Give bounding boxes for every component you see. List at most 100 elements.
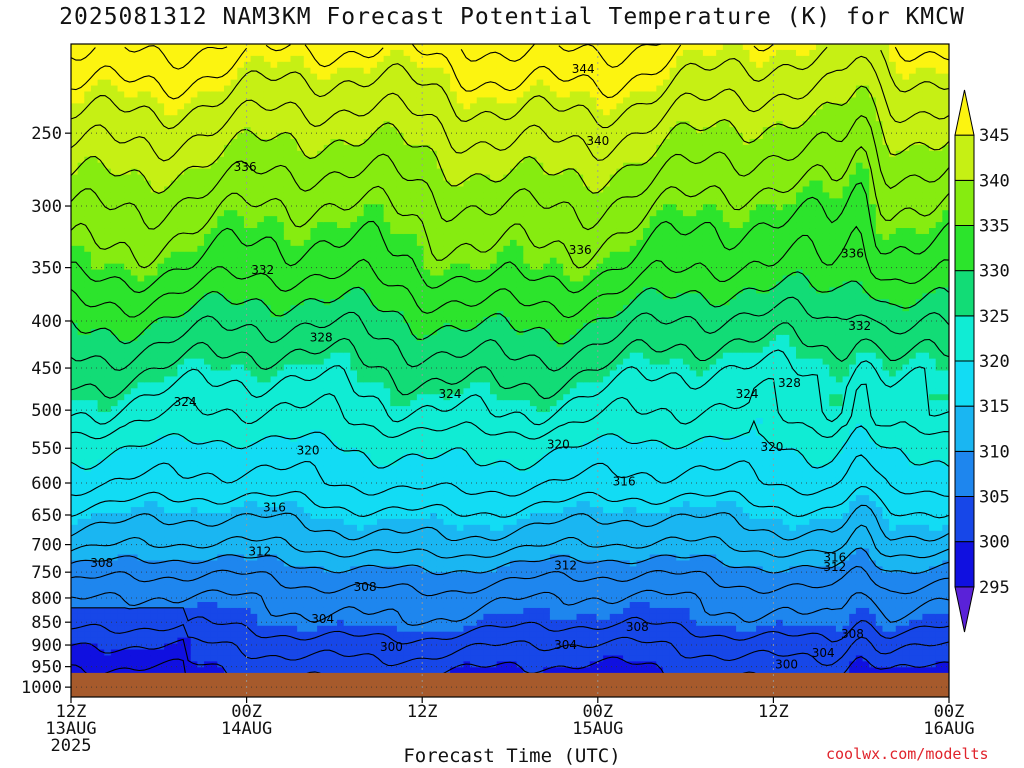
theta-cell: [350, 471, 358, 478]
theta-cell: [90, 649, 99, 657]
theta-cell: [290, 133, 298, 140]
theta-cell: [317, 667, 325, 674]
theta-cell: [210, 97, 218, 104]
theta-cell: [350, 501, 358, 508]
theta-cell: [197, 317, 205, 324]
theta-cell: [263, 293, 272, 300]
theta-cell: [204, 144, 212, 152]
theta-cell: [110, 661, 119, 668]
theta-cell: [370, 287, 378, 294]
theta-cell: [337, 174, 345, 182]
theta-cell: [263, 269, 272, 277]
theta-cell: [124, 507, 132, 514]
theta-cell: [237, 376, 245, 383]
theta-cell: [237, 228, 245, 235]
theta-cell: [217, 328, 225, 336]
theta-cell: [243, 328, 252, 336]
theta-cell: [237, 233, 245, 241]
theta-cell: [237, 323, 245, 330]
theta-cell: [310, 382, 318, 389]
theta-cell: [250, 198, 258, 205]
theta-cell: [263, 548, 272, 556]
theta-cell: [310, 85, 318, 93]
theta-cell: [290, 566, 298, 573]
theta-cell: [337, 346, 345, 354]
theta-cell: [217, 417, 225, 425]
theta-cell: [197, 79, 205, 87]
theta-cell: [357, 358, 365, 366]
theta-cell: [177, 370, 185, 378]
theta-cell: [357, 73, 365, 81]
theta-cell: [137, 524, 145, 532]
theta-cell: [243, 204, 252, 211]
theta-cell: [197, 293, 205, 300]
theta-cell: [237, 85, 245, 93]
theta-cell: [257, 447, 265, 455]
theta-cell: [117, 192, 125, 199]
theta-cell: [164, 596, 172, 603]
theta-cell: [323, 180, 332, 188]
theta-cell: [337, 453, 345, 461]
theta-cell: [270, 251, 278, 259]
theta-cell: [97, 85, 105, 93]
theta-cell: [297, 625, 305, 633]
theta-cell: [303, 156, 312, 164]
theta-cell: [343, 299, 351, 306]
theta-cell: [204, 156, 212, 164]
theta-cell: [263, 222, 272, 229]
theta-cell: [270, 631, 278, 639]
theta-cell: [270, 548, 278, 556]
theta-cell: [124, 133, 132, 140]
theta-cell: [257, 352, 265, 360]
theta-cell: [250, 222, 258, 229]
theta-cell: [210, 340, 218, 348]
theta-cell: [243, 346, 252, 354]
theta-cell: [290, 305, 298, 312]
theta-cell: [323, 281, 332, 288]
theta-cell: [90, 536, 99, 544]
theta-cell: [310, 352, 318, 360]
theta-cell: [177, 578, 185, 585]
theta-cell: [350, 91, 358, 99]
theta-cell: [263, 447, 272, 455]
theta-cell: [263, 376, 272, 383]
theta-cell: [71, 417, 79, 425]
theta-cell: [170, 73, 179, 81]
theta-cell: [177, 417, 185, 425]
theta-cell: [197, 251, 205, 259]
theta-cell: [217, 55, 225, 63]
theta-cell: [363, 340, 371, 348]
theta-cell: [370, 121, 378, 128]
theta-cell: [270, 216, 278, 223]
theta-cell: [343, 121, 351, 128]
theta-cell: [337, 483, 345, 490]
theta-cell: [84, 649, 92, 657]
theta-cell: [230, 55, 238, 63]
theta-cell: [124, 174, 132, 182]
theta-cell: [71, 507, 79, 514]
theta-cell: [357, 483, 365, 490]
theta-cell: [297, 67, 305, 75]
theta-cell: [197, 649, 205, 657]
theta-cell: [330, 596, 338, 603]
theta-cell: [297, 109, 305, 116]
theta-cell: [337, 400, 345, 407]
theta-cell: [110, 406, 119, 413]
theta-cell: [297, 619, 305, 627]
theta-cell: [323, 560, 332, 567]
theta-cell: [277, 67, 285, 75]
theta-cell: [217, 287, 225, 294]
theta-cell: [370, 174, 378, 182]
theta-cell: [137, 560, 145, 567]
theta-cell: [217, 67, 225, 75]
theta-cell: [290, 251, 298, 259]
theta-cell: [124, 489, 132, 496]
theta-cell: [237, 542, 245, 550]
theta-cell: [330, 127, 338, 134]
theta-cell: [144, 596, 152, 603]
theta-cell: [137, 275, 145, 283]
theta-cell: [250, 394, 258, 401]
theta-cell: [117, 590, 125, 597]
theta-cell: [184, 61, 192, 69]
theta-cell: [124, 55, 132, 63]
